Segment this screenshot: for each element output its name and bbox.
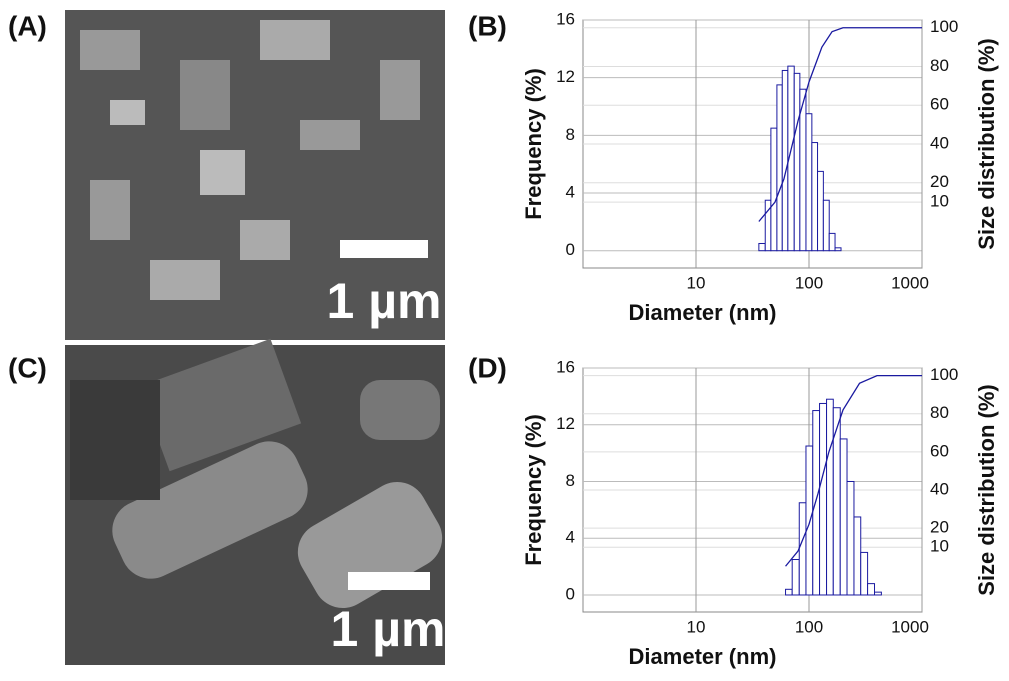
- bar: [868, 584, 875, 595]
- y2-tick-label: 40: [930, 479, 949, 498]
- bar: [854, 517, 861, 595]
- panel-label: (A): [8, 10, 47, 41]
- x-tick-label: 1000: [891, 273, 929, 292]
- panel-label: (B): [468, 10, 507, 41]
- bar: [806, 446, 813, 595]
- bar: [861, 552, 868, 595]
- panel-label: (D): [468, 352, 507, 383]
- y2-tick-label: 80: [930, 56, 949, 75]
- bar: [786, 589, 793, 595]
- x-axis-title: Diameter (nm): [629, 300, 777, 325]
- panel-label: (C): [8, 352, 47, 383]
- bar: [829, 233, 835, 250]
- bar: [806, 114, 812, 251]
- y-tick-label: 12: [556, 67, 575, 86]
- y2-tick-label: 40: [930, 133, 949, 152]
- bar: [835, 248, 841, 251]
- bar: [813, 411, 820, 595]
- y2-tick-label: 80: [930, 403, 949, 422]
- y2-tick-label: 60: [930, 95, 949, 114]
- bar: [875, 592, 882, 595]
- y2-axis-title: Size distribution (%): [974, 384, 999, 595]
- scale-bar: [348, 572, 430, 590]
- y-tick-label: 0: [566, 240, 575, 259]
- x-tick-label: 10: [687, 617, 706, 636]
- bar: [820, 403, 827, 595]
- y2-axis-title: Size distribution (%): [974, 38, 999, 249]
- y-tick-label: 12: [556, 414, 575, 433]
- scale-label: 1 µm: [327, 273, 442, 329]
- y2-tick-label: 60: [930, 441, 949, 460]
- bar: [812, 143, 818, 251]
- y-axis-title: Frequency (%): [521, 414, 546, 566]
- bar: [847, 481, 854, 594]
- page: {"panel_labels": ["(A)", "(B)", "(C)", "…: [0, 0, 1009, 681]
- y-tick-label: 8: [566, 125, 575, 144]
- y2-tick-label: 100: [930, 365, 958, 384]
- x-tick-label: 100: [795, 617, 823, 636]
- y-tick-label: 4: [566, 528, 575, 547]
- scale-bar: [340, 240, 428, 258]
- bar: [840, 439, 847, 595]
- x-axis-title: Diameter (nm): [629, 644, 777, 669]
- bar: [771, 128, 777, 251]
- x-tick-label: 1000: [891, 617, 929, 636]
- y2-tick-label: 10: [930, 192, 949, 211]
- y-tick-label: 16: [556, 9, 575, 28]
- y-axis-title: Frequency (%): [521, 68, 546, 220]
- bar: [818, 171, 824, 250]
- y2-tick-label: 20: [930, 518, 949, 537]
- bar: [792, 560, 799, 595]
- bar: [823, 200, 829, 250]
- x-tick-label: 100: [795, 273, 823, 292]
- y2-tick-label: 20: [930, 172, 949, 191]
- figure: 1 µm 1 µm (A) (B) (C) (D) 04812161020406…: [0, 0, 1009, 676]
- y-tick-label: 0: [566, 584, 575, 603]
- y-tick-label: 4: [566, 183, 575, 202]
- bar: [827, 399, 834, 595]
- y2-tick-label: 10: [930, 537, 949, 556]
- bar: [782, 70, 788, 250]
- y2-tick-label: 100: [930, 17, 958, 36]
- bar: [759, 243, 765, 250]
- bar: [777, 85, 782, 251]
- scale-label: 1 µm: [331, 601, 446, 657]
- bar: [799, 503, 806, 595]
- bar: [794, 73, 800, 250]
- y-tick-label: 8: [566, 471, 575, 490]
- y-tick-label: 16: [556, 357, 575, 376]
- x-tick-label: 10: [687, 273, 706, 292]
